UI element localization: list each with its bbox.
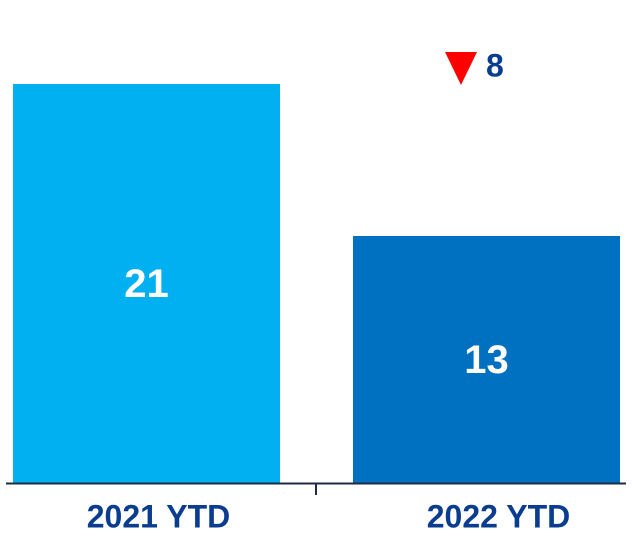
bars-group bbox=[13, 84, 620, 483]
delta-value: 8 bbox=[486, 47, 504, 83]
category-label: 2021 YTD bbox=[87, 498, 231, 534]
bar-2021-ytd bbox=[13, 84, 280, 483]
bar-value-label: 21 bbox=[124, 262, 169, 306]
down-arrow-icon bbox=[445, 52, 477, 85]
bar-value-label: 13 bbox=[464, 338, 509, 382]
bar-2022-ytd bbox=[353, 236, 620, 483]
category-labels-group: 2021 YTD 2022 YTD bbox=[87, 498, 571, 534]
value-labels-group: 21 13 bbox=[124, 262, 509, 382]
delta-indicator: 8 bbox=[445, 47, 504, 85]
category-label: 2022 YTD bbox=[427, 498, 571, 534]
